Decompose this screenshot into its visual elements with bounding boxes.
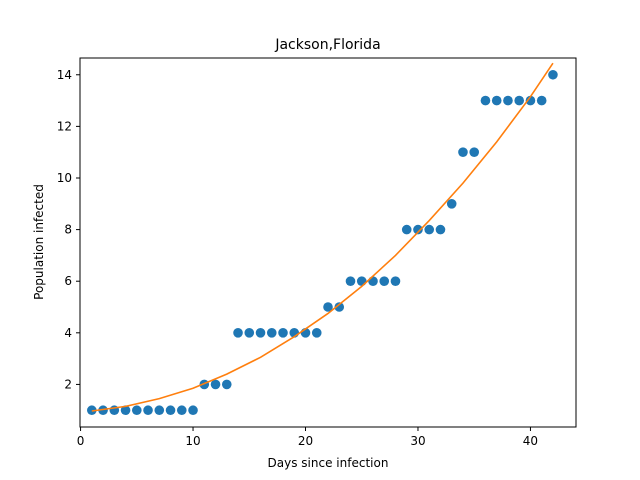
data-point: [278, 328, 288, 338]
data-point: [188, 405, 198, 416]
data-point: [255, 328, 266, 338]
y-tick-label: 2: [64, 377, 72, 391]
data-point: [480, 95, 491, 106]
data-point: [233, 328, 243, 338]
data-point: [176, 405, 187, 416]
data-point: [503, 95, 513, 106]
data-point: [525, 95, 536, 106]
data-point: [458, 147, 468, 157]
data-point: [165, 405, 176, 416]
y-tick-label: 4: [64, 326, 72, 340]
data-point: [413, 224, 423, 235]
data-point: [536, 95, 547, 106]
y-tick-label: 14: [57, 68, 72, 82]
data-point: [266, 328, 277, 338]
data-point: [210, 379, 221, 390]
data-point: [491, 95, 502, 106]
x-tick-label: 20: [298, 434, 313, 448]
data-point: [311, 328, 322, 338]
data-point: [446, 198, 457, 209]
y-axis-label: Population infected: [32, 184, 46, 300]
data-point: [323, 302, 333, 312]
x-axis-label: Days since infection: [268, 456, 389, 470]
data-point: [401, 224, 412, 235]
fit-line: [91, 62, 554, 412]
y-tick-label: 12: [57, 119, 72, 133]
data-point: [390, 276, 401, 287]
x-tick-label: 10: [185, 434, 200, 448]
plot-frame: [79, 57, 577, 428]
data-point: [469, 147, 480, 157]
data-point: [143, 405, 153, 416]
x-tick-label: 40: [523, 434, 538, 448]
data-point: [345, 276, 356, 287]
y-tick-label: 8: [64, 223, 72, 237]
data-point: [334, 302, 345, 312]
data-point: [154, 405, 165, 416]
data-point: [368, 276, 378, 287]
data-point: [221, 379, 232, 390]
plot-area: 0 10 20 30 40 2 4 6 8 10 12 14: [57, 57, 577, 448]
data-point: [514, 95, 525, 106]
y-tick-label: 6: [64, 274, 72, 288]
data-point: [131, 405, 142, 416]
data-point: [356, 276, 367, 287]
data-point: [548, 69, 558, 80]
x-tick-label: 30: [410, 434, 425, 448]
data-point: [120, 405, 131, 416]
data-point: [424, 224, 435, 235]
data-point: [379, 276, 390, 287]
data-point: [244, 328, 255, 338]
chart-title: Jackson,Florida: [274, 37, 380, 53]
data-point: [435, 224, 446, 235]
y-tick-label: 10: [57, 171, 72, 185]
x-tick-label: 0: [77, 434, 85, 448]
